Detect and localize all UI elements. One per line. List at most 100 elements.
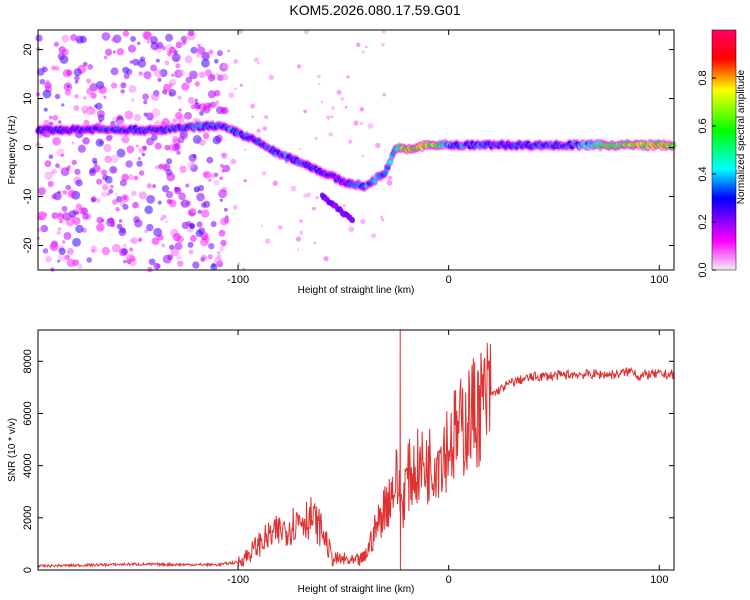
spectrogram-noise-blob	[253, 57, 260, 63]
spectrogram-noise-blob	[65, 184, 72, 191]
colorbar-label: Normalized spectral amplitude	[736, 69, 747, 204]
y-tick-label: 8000	[22, 349, 34, 373]
spectrogram-noise-blob	[146, 223, 154, 232]
spectrogram-noise-blob	[77, 144, 86, 153]
spectrogram-noise-blob	[54, 93, 61, 100]
x-tick-label: 0	[446, 274, 452, 286]
y-tick-label: -10	[22, 189, 34, 205]
spectrogram-noise-blob	[55, 163, 60, 168]
spectrogram-noise-blob	[66, 247, 74, 255]
spectrogram-noise-blob	[365, 45, 368, 49]
spectrogram-noise-blob	[45, 255, 52, 263]
spectrogram-noise-blob	[67, 189, 76, 198]
spectrogram-noise-blob	[203, 171, 212, 179]
spectrogram-noise-blob	[73, 68, 82, 77]
colorbar-ticks: 0.0 0.2 0.4 0.6 0.8	[697, 70, 716, 278]
spectrogram-noise-blob	[348, 139, 353, 144]
spectrogram-noise-blob	[185, 183, 190, 188]
spectrogram-noise-blob	[91, 157, 98, 164]
spectrogram-noise-blob	[375, 142, 381, 149]
spectrogram-noise-blob	[100, 169, 107, 176]
spectrogram-noise-blob	[386, 180, 393, 186]
spectrogram-noise-blob	[187, 29, 195, 37]
spectrogram-noise-blob	[244, 148, 247, 151]
spectrogram-noise-blob	[133, 175, 139, 181]
spectrogram-noise-blob	[143, 31, 152, 40]
spectrogram-noise-blob	[141, 152, 146, 157]
spectrogram-noise-blob	[161, 185, 170, 193]
spectrogram-noise-blob	[120, 82, 127, 89]
spectrogram-noise-blob	[162, 214, 167, 219]
spectrogram-noise-blob	[169, 92, 173, 96]
spectrogram-noise-blob	[153, 69, 163, 78]
spectrogram-noise-blob	[189, 235, 197, 242]
spectrogram-noise-blob	[169, 78, 177, 86]
spectrogram-noise-blob	[57, 253, 66, 262]
spectrogram-noise-blob	[148, 258, 156, 266]
spectrogram-noise-blob	[336, 89, 342, 95]
spectrogram-noise-blob	[219, 163, 225, 169]
spectrogram-noise-blob	[77, 263, 83, 269]
spectrogram-noise-blob	[154, 165, 159, 170]
spectrogram-noise-blob	[66, 84, 70, 88]
spectrogram-noise-blob	[297, 248, 300, 251]
spectrogram-noise-blob	[213, 101, 219, 107]
spectrogram-noise-blob	[170, 46, 174, 51]
spectrogram-noise-blob	[72, 237, 81, 247]
spectrogram-noise-blob	[189, 207, 197, 214]
spectrogram-noise-blob	[177, 95, 182, 100]
x-tick-label: -100	[227, 274, 249, 286]
spectrogram-noise-blob	[278, 225, 283, 230]
spectrogram-noise-blob	[128, 85, 137, 93]
spectrogram-noise-blob	[243, 179, 248, 183]
spectrogram-noise-blob	[89, 167, 96, 174]
y-tick-label: 2000	[22, 506, 34, 530]
spectrogram-noise-blob	[125, 160, 133, 168]
spectrogram-noise-blob	[109, 165, 118, 174]
spectrogram-noise-blob	[57, 52, 65, 61]
spectrogram-noise-blob	[330, 115, 334, 119]
spectrogram-noise-blob	[299, 219, 303, 223]
spectrogram-noise-blob	[71, 141, 75, 145]
spectrogram-noise-blob	[180, 35, 188, 43]
spectrogram-noise-blob	[195, 52, 201, 58]
spectrogram-noise-blob	[380, 216, 383, 219]
spectrogram-noise-blob	[58, 166, 62, 170]
spectrogram-noise-blob	[361, 154, 365, 158]
spectrogram-noise-blob	[42, 89, 52, 99]
y-tick-label: 0	[22, 567, 34, 573]
spectrogram-noise-blob	[90, 92, 97, 99]
spectrogram-noise-blob	[57, 227, 62, 231]
spectrogram-y-ticks: -20 -10 0 10 20	[22, 43, 674, 253]
spectrogram-noise-blob	[175, 63, 181, 69]
spectrogram-noise-blob	[143, 71, 152, 80]
spectrogram-noise-blob	[129, 60, 134, 64]
spectrogram-noise-blob	[303, 109, 308, 114]
spectrogram-noise-blob	[146, 183, 152, 189]
spectrogram-noise-blob	[260, 224, 263, 227]
spectrogram-noise-blob	[197, 209, 202, 214]
spectrogram-noise-blob	[320, 100, 324, 104]
spectrogram-noise-blob	[194, 98, 198, 102]
spectrogram-noise-blob	[187, 241, 194, 248]
colorbar-tick-label: 0.6	[697, 118, 709, 133]
spectrogram-noise-blob	[133, 113, 142, 122]
spectrogram-noise-blob	[101, 191, 108, 198]
y-tick-label: 4000	[22, 453, 34, 477]
spectrogram-noise-blob	[290, 185, 297, 192]
spectrogram-noise-blob	[314, 136, 318, 141]
spectrogram-noise-blob	[42, 248, 49, 254]
spectrogram-noise-blob	[142, 93, 149, 101]
spectrogram-noise-blob	[138, 71, 143, 76]
spectrogram-noise-blob	[126, 68, 133, 75]
spectrogram-noise-blob	[60, 153, 64, 157]
spectrogram-noise-blob	[146, 40, 150, 44]
spectrogram-noise-blob	[206, 156, 214, 164]
spectrogram-noise-blob	[131, 237, 138, 244]
spectrogram-noise-blob	[137, 41, 141, 45]
y-tick-label: 10	[22, 92, 34, 104]
spectrogram-noise-blob	[37, 187, 47, 196]
spectrogram-noise-blob	[86, 87, 94, 95]
spectrogram-noise-blob	[70, 33, 78, 42]
spectrogram-noise-blob	[171, 73, 175, 77]
